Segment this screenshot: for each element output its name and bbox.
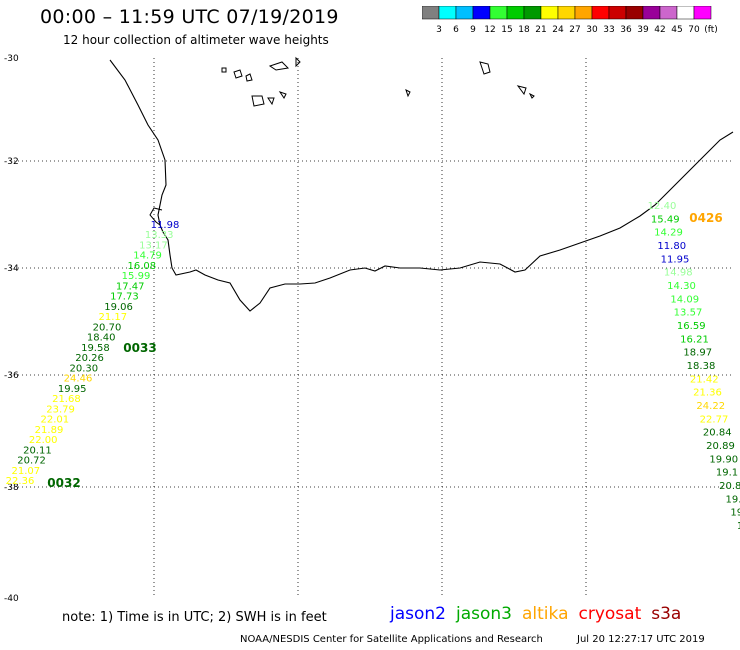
swh-value: 17.73 [110,292,139,303]
altimeter-tracks: 11.9813.3313.1714.7916.0815.9917.4717.73… [6,201,740,532]
colorbar-label: 9 [470,25,476,35]
latitude-label: -36 [4,371,19,381]
swh-value: 22.00 [29,435,58,446]
coastline-west-inlet [149,207,163,226]
swh-value: 22.77 [700,414,729,425]
footer-note: note: 1) Time is in UTC; 2) SWH is in fe… [62,610,327,625]
swh-value: 14.29 [654,228,683,239]
legend-s3a: s3a [651,604,682,624]
colorbar-label: 15 [501,25,512,35]
swh-value: 19 [730,508,740,519]
latitude-label: -40 [4,594,19,602]
swh-value: 21.89 [35,425,64,436]
islands [221,56,535,107]
swh-value: 14.09 [670,294,699,305]
pass-time-label: 0033 [123,341,156,355]
colorbar-label: 36 [620,25,632,35]
latitude-label: -34 [4,264,19,274]
swh-value: 11.80 [657,241,686,252]
swh-value: 16.21 [680,334,709,345]
swh-value: 16.59 [677,321,706,332]
swh-value: 15.49 [651,214,680,225]
colorbar-label: 33 [603,25,614,35]
page-title: 00:00 – 11:59 UTC 07/19/2019 [40,6,339,28]
swh-value: 19.90 [709,454,738,465]
swh-value: 20.26 [75,353,104,364]
pass-time-label: 0426 [689,211,722,225]
swh-value: 24.22 [696,401,725,412]
swh-value: 21.36 [693,388,722,399]
latitude-label: -38 [4,483,19,493]
swh-value: 20.70 [93,322,122,333]
latitude-label: -32 [4,157,19,167]
footer-time: Jul 20 12:27:17 UTC 2019 [577,634,705,645]
swh-value: 18.97 [683,348,712,359]
swh-value: 19. [726,494,740,505]
footer-credit: NOAA/NESDIS Center for Satellite Applica… [240,634,543,645]
altimeter-map: -30-32-34-36-38-40151821242730 11.9813.3… [4,54,740,602]
swh-value: 17.47 [116,281,145,292]
swh-value: 21.42 [690,374,719,385]
colorbar-label: 18 [518,25,530,35]
colorbar-label: 27 [569,25,580,35]
swh-value: 14.98 [664,268,693,279]
swh-value: 22.01 [40,415,69,426]
legend-altika: altika [522,604,569,624]
colorbar-label: 39 [637,25,649,35]
wave-height-colorbar: 3 6 9 12 15 18 21 24 27 30 33 36 39 42 45 70 (ft) [422,6,718,35]
colorbar-label: 42 [654,25,665,35]
swh-value: 21.07 [11,466,40,477]
swh-value: 20.72 [17,456,46,467]
swh-value: 16.08 [127,261,156,272]
legend-cryosat: cryosat [578,604,642,624]
latitude-label: -30 [4,54,19,64]
swh-value: 19.06 [104,302,133,313]
swh-value: 19.58 [81,343,110,354]
swh-value: 20.89 [706,441,735,452]
swh-value: 1 [737,521,740,532]
swh-value: 22.36 [6,476,35,487]
swh-value: 11.95 [661,254,690,265]
swh-value: 13.33 [145,230,174,241]
swh-value: 13.17 [139,240,168,251]
swh-value: 21.17 [98,312,127,323]
colorbar-label: 6 [453,25,459,35]
swh-value: 15.99 [122,271,151,282]
colorbar-label: 21 [535,25,546,35]
swh-value: 18.40 [87,333,116,344]
page-subtitle: 12 hour collection of altimeter wave hei… [63,33,329,47]
colorbar-label: (ft) [704,25,718,35]
colorbar-label: 70 [688,25,700,35]
swh-value: 21.68 [52,394,81,405]
colorbar-label: 45 [671,25,682,35]
swh-value: 20.8 [719,481,740,492]
pass-time-label: 0032 [47,476,80,490]
swh-value: 11.98 [151,220,180,231]
swh-value: 13.57 [674,308,703,319]
legend-jason2: jason2 [390,604,446,624]
axis-labels: -30-32-34-36-38-40151821242730 [4,54,19,602]
grid-lines [10,58,734,598]
swh-value: 19.95 [58,384,87,395]
colorbar-swatch [693,6,712,20]
swh-value: 20.11 [23,445,52,456]
satellite-legend: jason2 jason3 altika cryosat s3a [390,604,691,624]
swh-value: 20.84 [703,428,732,439]
colorbar-label: 3 [436,25,442,35]
swh-value: 24.46 [64,374,93,385]
swh-value: 19.1 [716,468,738,479]
swh-value: 14.30 [667,281,696,292]
colorbar-label: 30 [586,25,598,35]
swh-value: 23.79 [46,404,75,415]
swh-value: 14.79 [133,251,162,262]
colorbar-label: 24 [552,25,564,35]
swh-value: 12.40 [648,201,677,212]
swh-value: 18.38 [687,361,716,372]
legend-jason3: jason3 [456,604,512,624]
colorbar-label: 12 [484,25,495,35]
swh-value: 20.30 [69,363,98,374]
coastline [109,59,734,312]
